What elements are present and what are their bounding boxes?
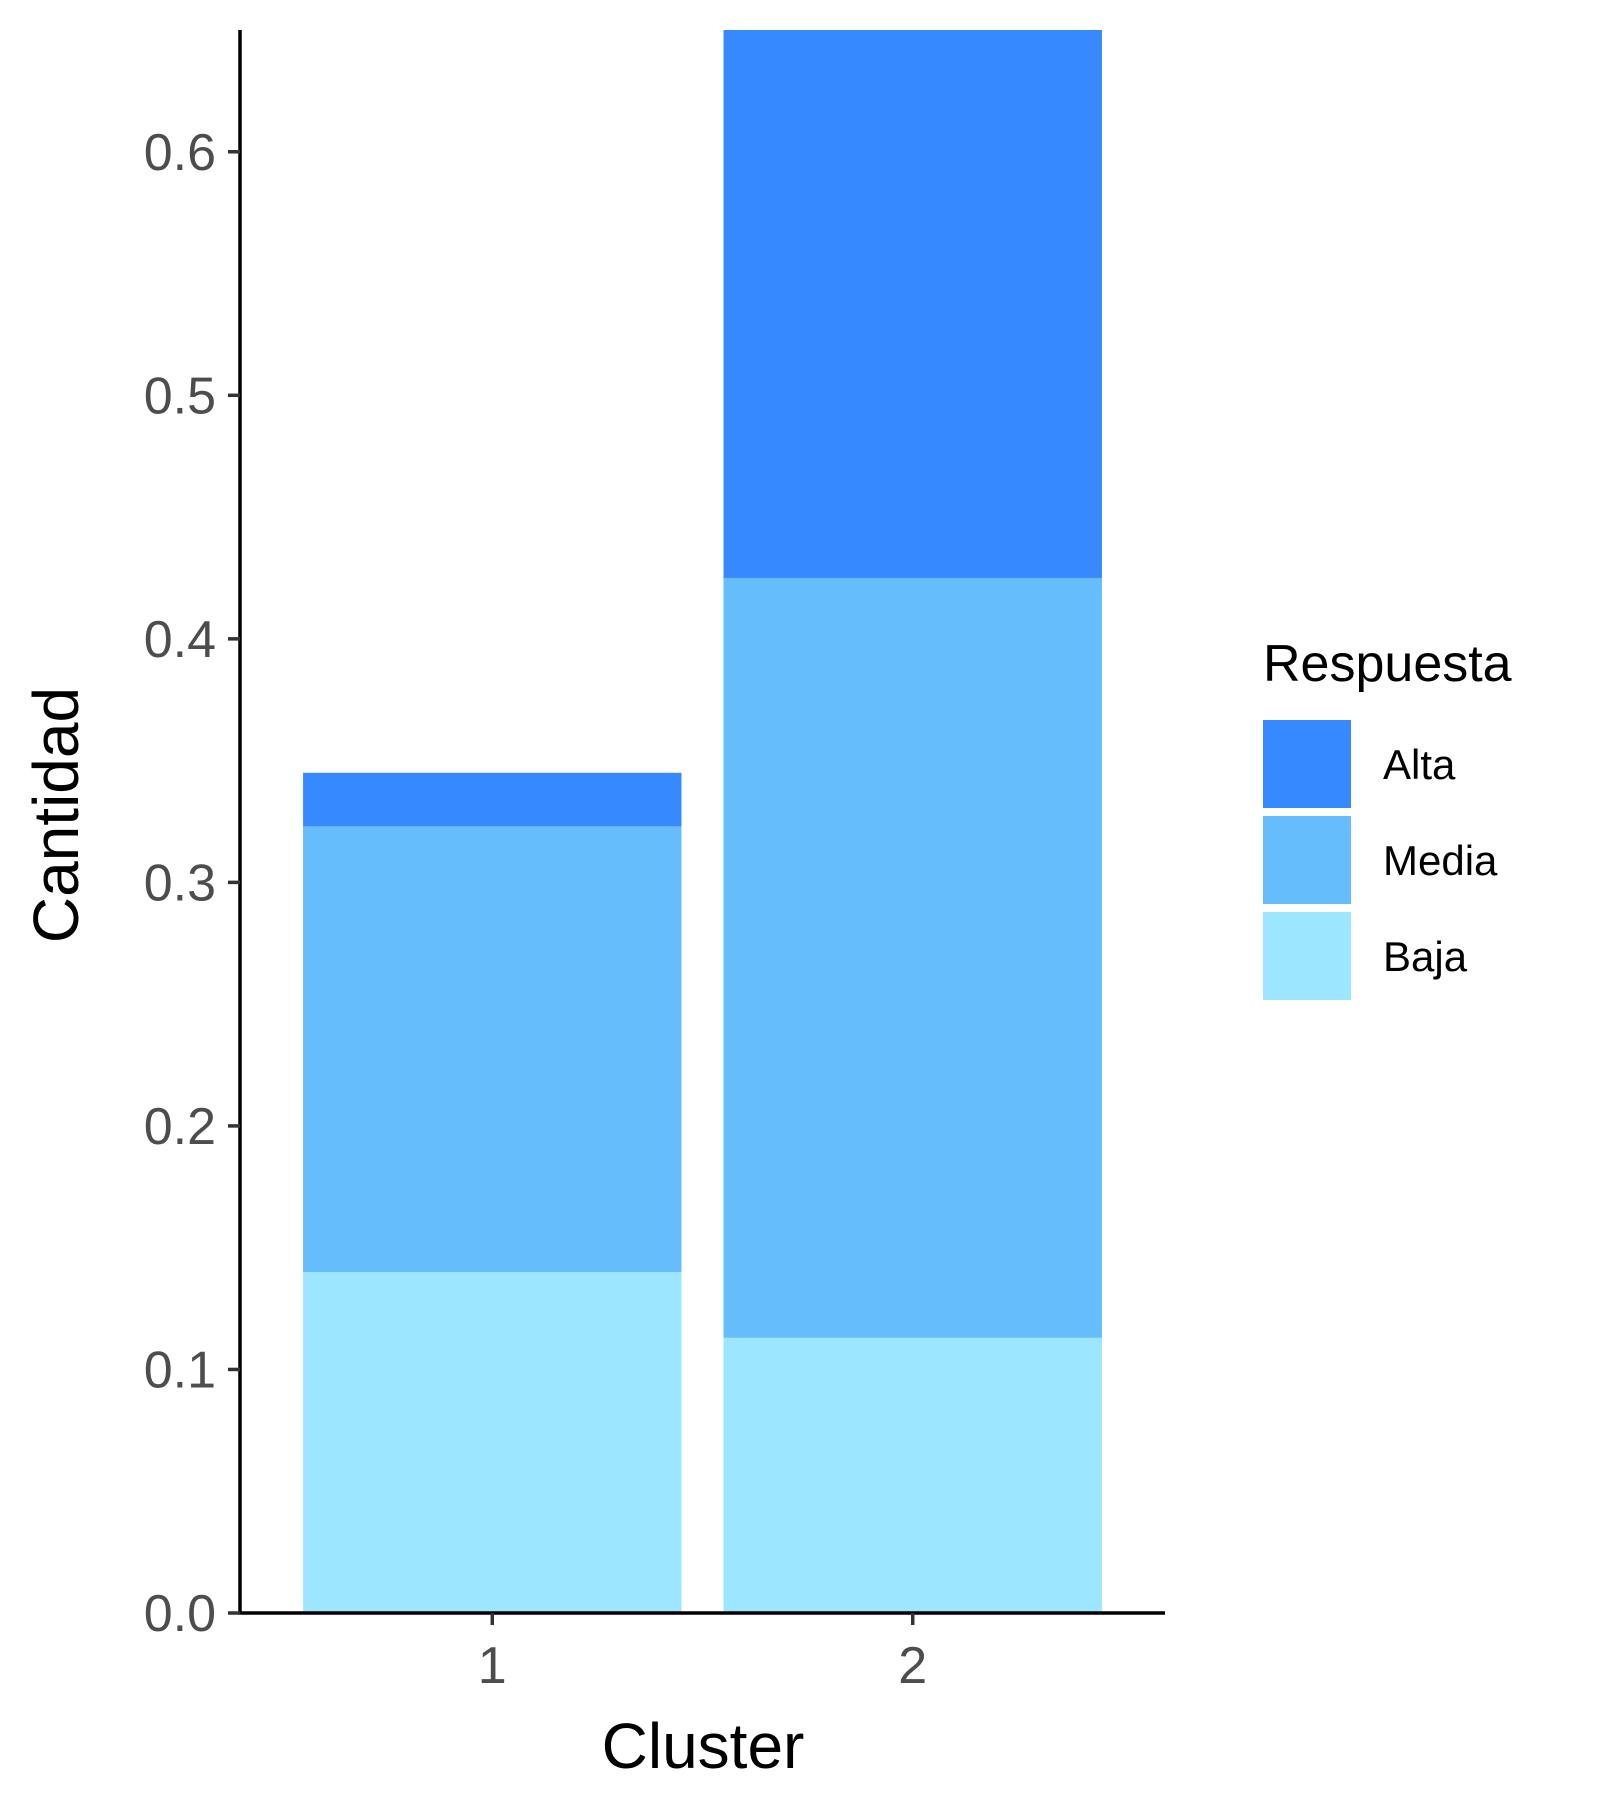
legend-items: Alta Media Baja <box>1263 720 1498 1000</box>
legend-label-baja: Baja <box>1383 933 1468 980</box>
axes-layer: 0.0 0.1 0.2 0.3 0.4 0.5 0.6 1 2 <box>144 30 1165 1695</box>
bar-cluster-1-alta <box>303 772 682 827</box>
legend-title: Respuesta <box>1263 635 1512 693</box>
x-tick-label: 1 <box>478 1637 507 1695</box>
bar-cluster-2-baja <box>723 1337 1102 1613</box>
x-axis-title: Cluster <box>602 1710 805 1782</box>
y-tick-label: 0.4 <box>144 611 216 669</box>
bar-cluster-2-media <box>723 577 1102 1338</box>
bars-layer <box>303 30 1102 1613</box>
legend-label-alta: Alta <box>1383 741 1456 788</box>
bar-cluster-1-media <box>303 826 682 1273</box>
y-tick-label: 0.6 <box>144 124 216 182</box>
y-tick-label: 0.0 <box>144 1585 216 1643</box>
bar-cluster-1-baja <box>303 1272 682 1613</box>
legend-label-media: Media <box>1383 837 1498 884</box>
y-tick-label: 0.3 <box>144 854 216 912</box>
bar-cluster-2-alta <box>723 30 1102 578</box>
y-tick-label: 0.1 <box>144 1341 216 1399</box>
y-tick-label: 0.2 <box>144 1098 216 1156</box>
y-axis-title: Cantidad <box>20 687 92 943</box>
legend-key-baja <box>1263 912 1351 1000</box>
legend-key-alta <box>1263 720 1351 808</box>
legend-key-media <box>1263 816 1351 904</box>
x-tick-label: 2 <box>898 1637 927 1695</box>
legend: Respuesta Alta Media Baja <box>1263 635 1512 1000</box>
y-tick-label: 0.5 <box>144 367 216 425</box>
